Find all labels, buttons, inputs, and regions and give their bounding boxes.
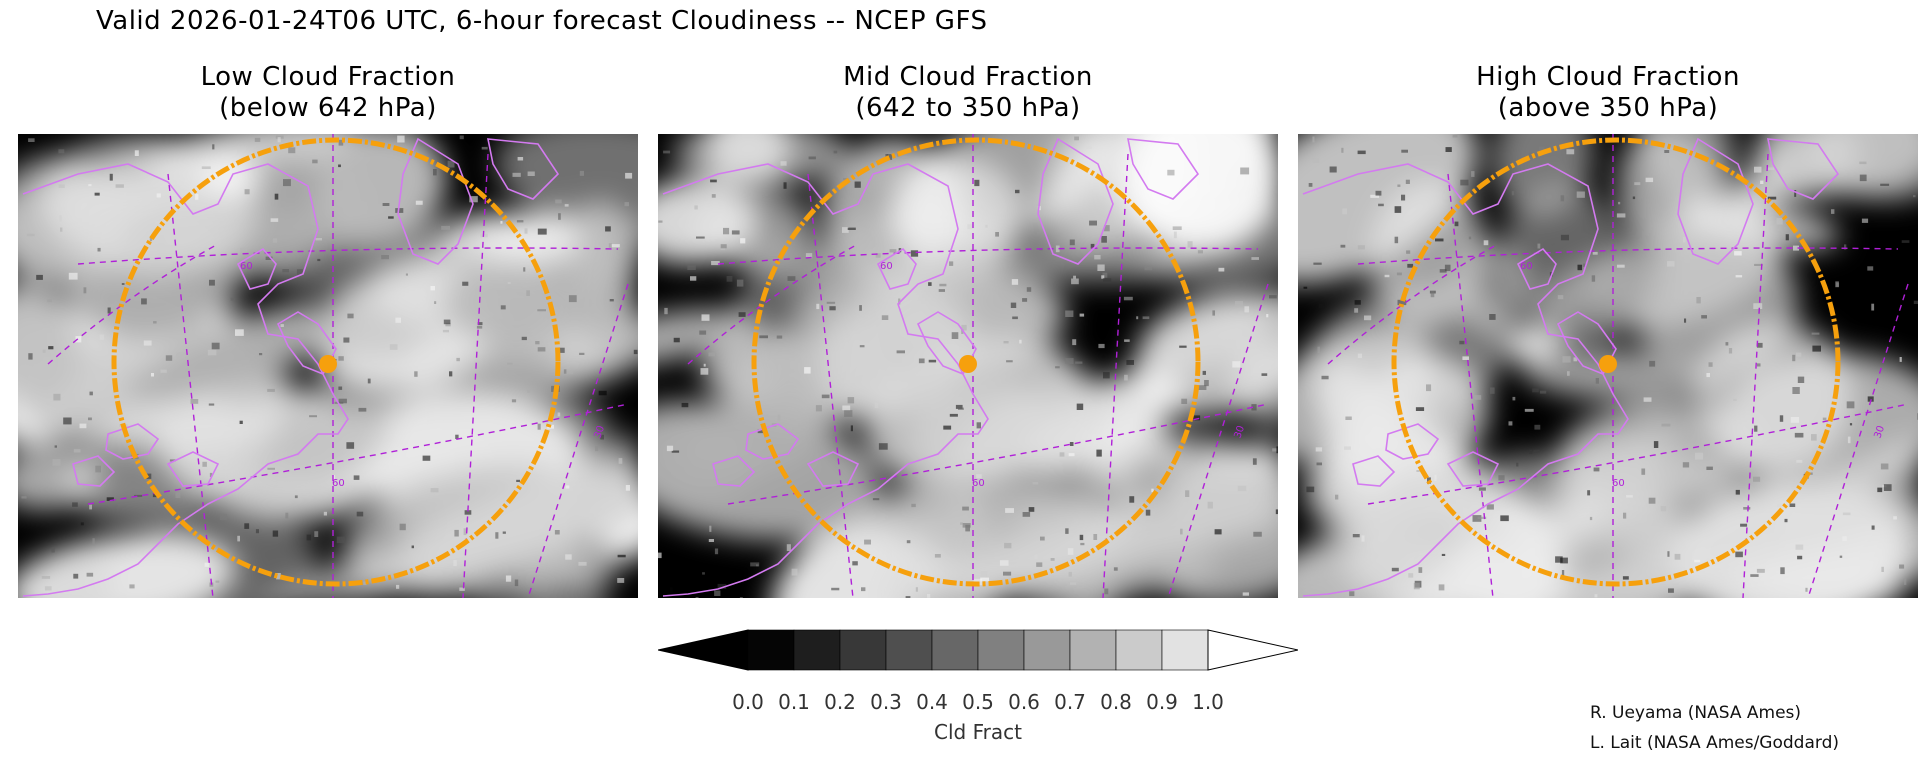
colorbar-bin: [977, 629, 1025, 671]
graticule-label: 60: [332, 478, 345, 489]
cloud-blob: [572, 199, 636, 356]
cloud-field: [18, 134, 638, 598]
panel-title-mid: Mid Cloud Fraction (642 to 350 hPa): [658, 62, 1278, 130]
mid-cloud-map: 60 60 30: [658, 134, 1278, 598]
cloud-blob: [263, 207, 493, 266]
cloud-field: [658, 134, 1278, 598]
panel-mid-cloud: Mid Cloud Fraction (642 to 350 hPa) 60 60…: [658, 62, 1278, 598]
graticule-label: 60: [1612, 478, 1625, 489]
cloud-blob: [1694, 321, 1853, 471]
colorbar-title: Cld Fract: [934, 720, 1022, 744]
panel-title-line2: (below 642 hPa): [219, 93, 437, 123]
cloud-blob: [658, 308, 757, 368]
cloud-blob: [1522, 348, 1724, 403]
panel-low-cloud: Low Cloud Fraction (below 642 hPa) 60 60 3…: [18, 62, 638, 598]
graticule-label: 60: [1520, 261, 1533, 272]
cloud-blob: [1298, 134, 1478, 283]
cloud-blob: [125, 302, 342, 405]
graticule-label: 60: [240, 261, 253, 272]
cloud-blob: [658, 178, 759, 265]
cloud-field: [1298, 134, 1918, 598]
colorbar-tick-label: 0.6: [1008, 690, 1040, 714]
credit-line-1: R. Ueyama (NASA Ames): [1590, 703, 1802, 723]
colorbar-bin: [839, 629, 887, 671]
cloud-blob: [1749, 134, 1861, 200]
panel-title-high: High Cloud Fraction (above 350 hPa): [1298, 62, 1918, 130]
credits: R. Ueyama (NASA Ames) L. Lait (NASA Ames…: [1590, 698, 1839, 758]
colorbar-tick-label: 0.4: [916, 690, 948, 714]
panel-title-line1: Low Cloud Fraction: [200, 62, 456, 92]
cloud-blob: [1122, 134, 1278, 255]
cloud-blob: [658, 401, 879, 541]
graticule-label: 30: [592, 424, 607, 440]
cloud-speckle: [1303, 134, 1918, 598]
cloud-blob: [219, 468, 334, 512]
range-ring: [751, 137, 1201, 587]
credit-line-2: L. Lait (NASA Ames/Goddard): [1590, 733, 1839, 753]
cloud-blob: [38, 135, 258, 275]
location-marker: [959, 355, 977, 373]
graticule-label: 60: [880, 261, 893, 272]
panel-title-line2: (above 350 hPa): [1497, 93, 1719, 123]
panel-title-line1: High Cloud Fraction: [1476, 62, 1740, 92]
main-title: Valid 2026-01-24T06 UTC, 6-hour forecast…: [96, 6, 988, 36]
cloud-blob: [18, 284, 81, 404]
colorbar-tick-label: 0.0: [732, 690, 764, 714]
panel-title-line1: Mid Cloud Fraction: [843, 62, 1093, 92]
graticule-label: 60: [972, 478, 985, 489]
graticule: [1327, 134, 1909, 598]
colorbar-tick-label: 0.8: [1100, 690, 1132, 714]
colorbar-tick-label: 1.0: [1192, 690, 1224, 714]
colorbar-over-triangle: [1207, 629, 1298, 671]
colorbar-bin: [1115, 629, 1163, 671]
colorbar-tick-label: 0.3: [870, 690, 902, 714]
cloud-blob: [816, 285, 975, 416]
colorbar-tick-label: 0.9: [1146, 690, 1178, 714]
cloud-blob: [1317, 361, 1398, 500]
colorbar-tick-label: 0.7: [1054, 690, 1086, 714]
colorbar-bin: [931, 629, 979, 671]
cloud-blob: [18, 532, 237, 598]
cloud-blob: [444, 261, 566, 345]
cloud-fraction-map-svg: 60 60 30: [18, 134, 638, 598]
panel-high-cloud: High Cloud Fraction (above 350 hPa) 60 60…: [1298, 62, 1918, 598]
graticule-label: 30: [1232, 424, 1247, 440]
range-ring: [1391, 137, 1841, 587]
colorbar-tick-label: 0.2: [824, 690, 856, 714]
panel-title-low: Low Cloud Fraction (below 642 hPa): [18, 62, 638, 130]
panel-title-line2: (642 to 350 hPa): [855, 93, 1081, 123]
location-marker: [319, 355, 337, 373]
high-cloud-map: 60 60 30: [1298, 134, 1918, 598]
cloud-fraction-map-svg: 60 60 30: [1298, 134, 1918, 598]
colorbar-bin: [1161, 629, 1209, 671]
colorbar-bin: [793, 629, 841, 671]
location-marker: [1599, 355, 1617, 373]
cloud-band: [261, 434, 638, 598]
cloud-blob: [1598, 466, 1684, 556]
colorbar-bin: [747, 629, 795, 671]
colorbar-bin: [1069, 629, 1117, 671]
colorbar-tick-label: 0.5: [962, 690, 994, 714]
graticule-label: 30: [1872, 424, 1887, 440]
cloud-fraction-map-svg: 60 60 30: [658, 134, 1278, 598]
range-ring: [111, 137, 561, 587]
cloud-blob: [705, 134, 791, 187]
colorbar-under-triangle: [658, 629, 749, 671]
colorbar-bin: [1023, 629, 1071, 671]
low-cloud-map: 60 60 30: [18, 134, 638, 598]
colorbar: [658, 629, 1298, 671]
colorbar-tick-label: 0.1: [778, 690, 810, 714]
cloud-blob: [851, 144, 912, 188]
cloud-blob: [1138, 291, 1272, 373]
colorbar-bin: [885, 629, 933, 671]
